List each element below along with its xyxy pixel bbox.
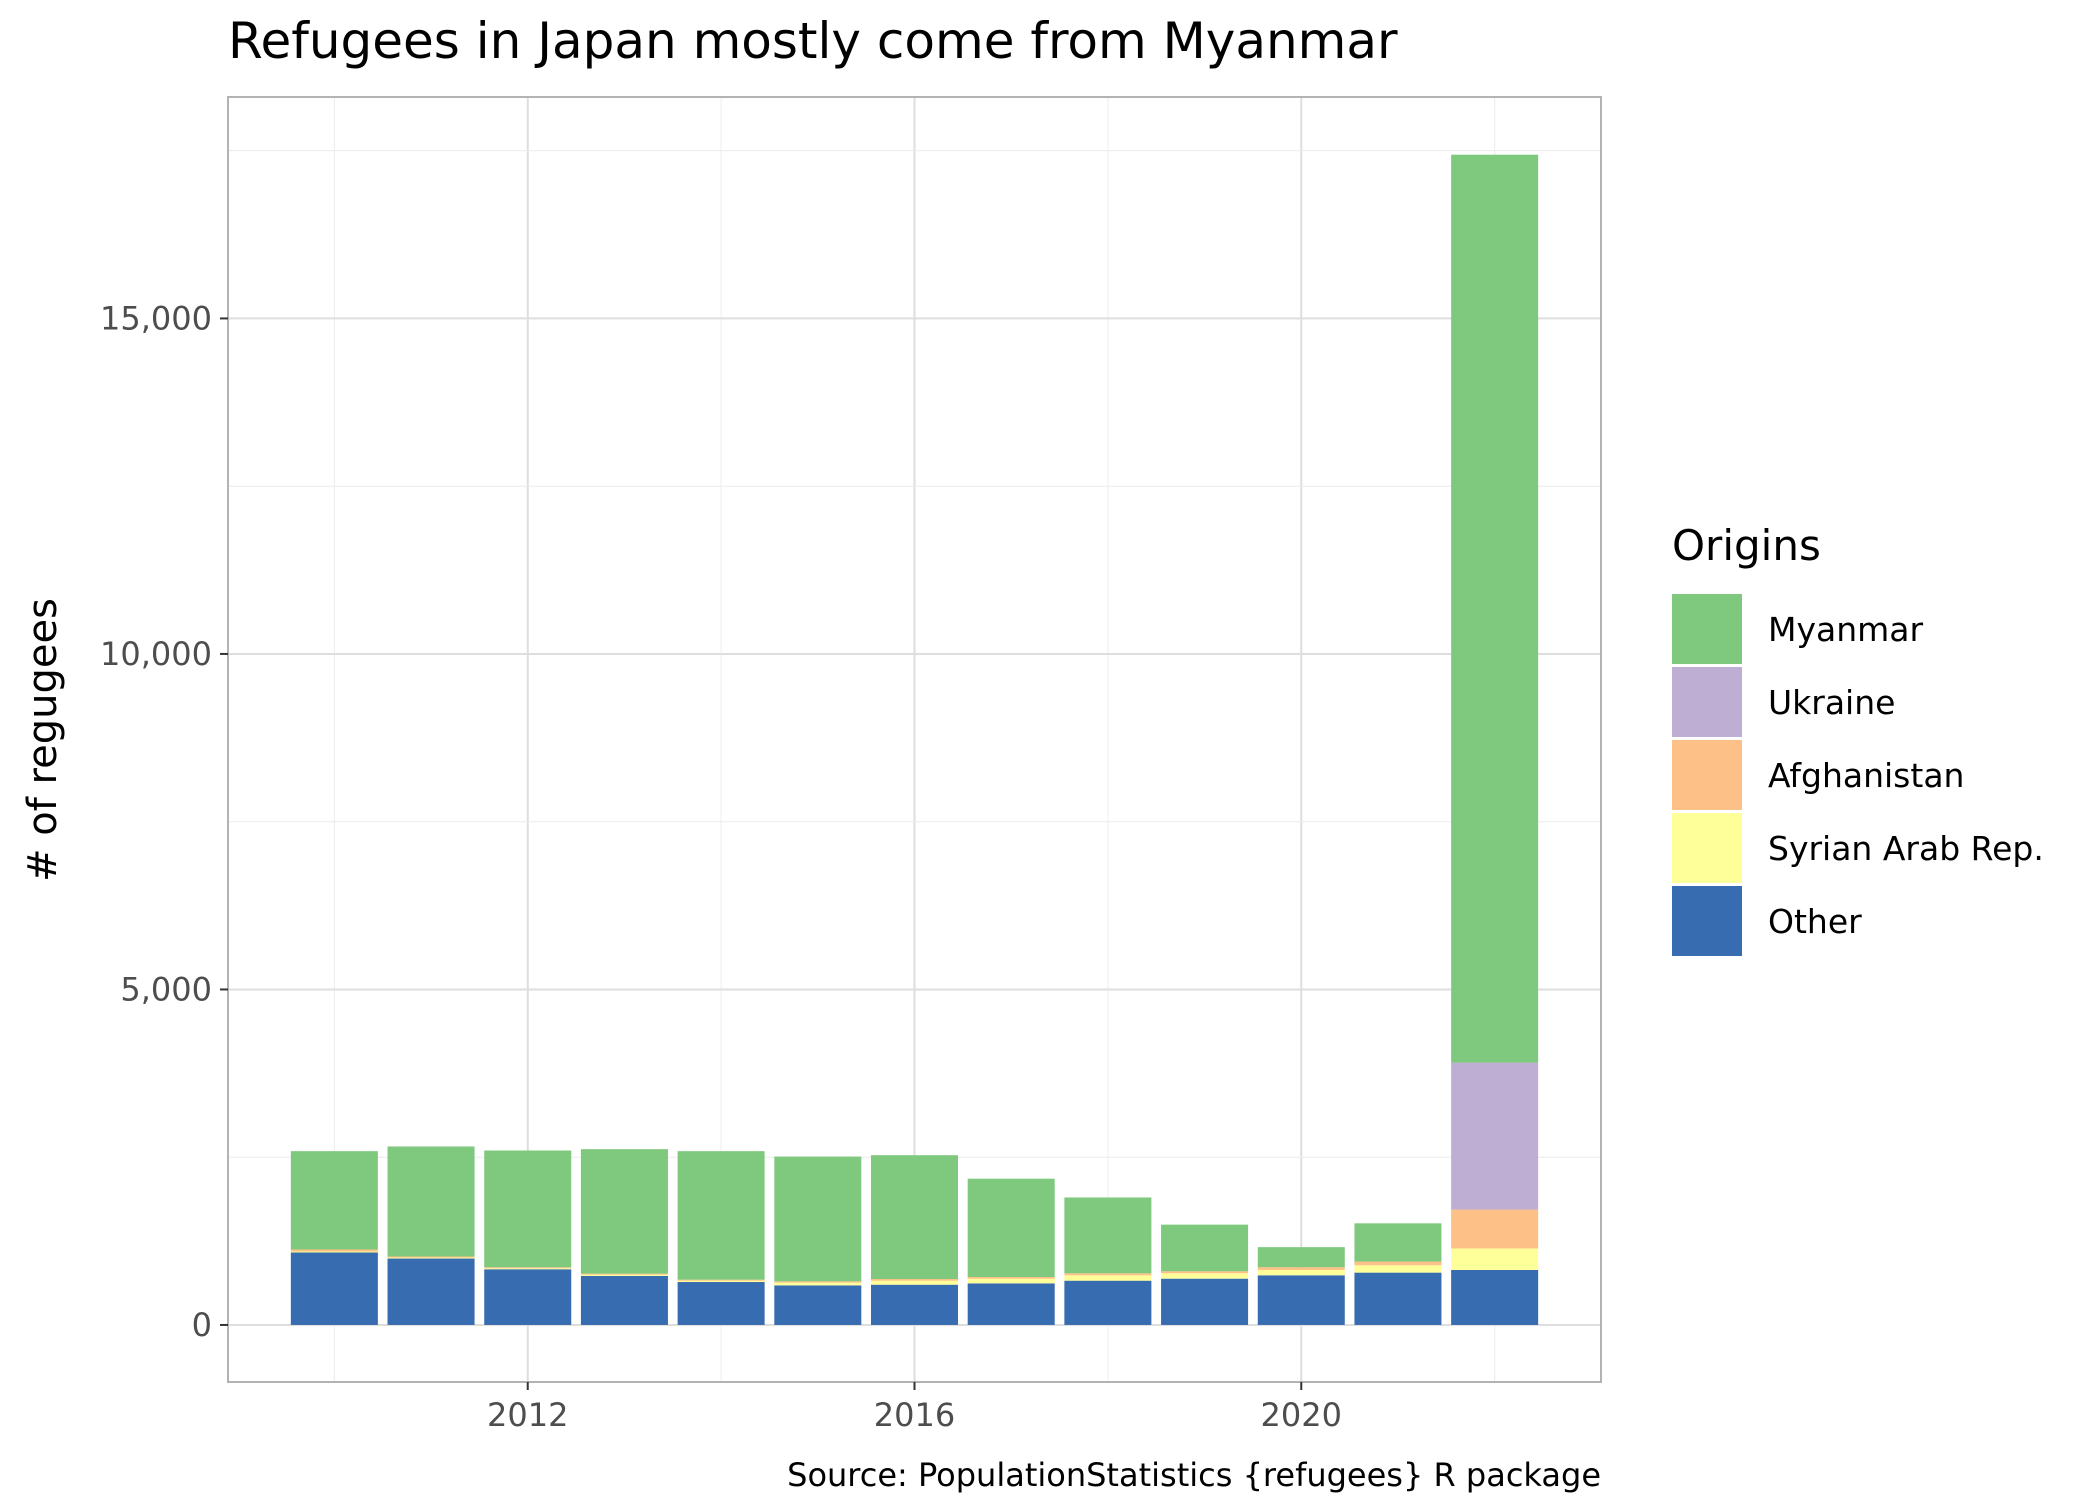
x-tick-label: 2020: [1261, 1396, 1342, 1434]
bar-other-2012: [484, 1269, 572, 1325]
bar-myanmar-2017: [967, 1178, 1055, 1277]
legend-label: Syrian Arab Rep.: [1768, 829, 2044, 868]
bar-other-2020: [1257, 1275, 1345, 1325]
chart-caption: Source: PopulationStatistics {refugees} …: [787, 1456, 1601, 1494]
bar-other-2018: [1064, 1280, 1152, 1325]
bar-afghanistan-2010: [290, 1249, 378, 1252]
y-tick-label: 0: [192, 1306, 212, 1344]
bar-afghanistan-2016: [870, 1278, 959, 1281]
bar-syrian-arab-rep-2014: [677, 1280, 765, 1283]
bar-afghanistan-2020: [1257, 1267, 1345, 1270]
bar-myanmar-2011: [387, 1146, 475, 1257]
bar-other-2019: [1161, 1278, 1249, 1325]
legend-key: [1672, 813, 1742, 883]
bar-other-2011: [387, 1258, 475, 1325]
bar-other-2010: [290, 1252, 378, 1325]
y-tick-label: 5,000: [120, 970, 212, 1008]
y-tick-label: 10,000: [100, 635, 212, 673]
y-axis-title: # of regugees: [20, 598, 66, 882]
bar-syrian-arab-rep-2010: [290, 1251, 378, 1253]
bar-afghanistan-2012: [484, 1267, 572, 1269]
legend-key: [1672, 886, 1742, 956]
bar-syrian-arab-rep-2020: [1257, 1269, 1345, 1276]
legend-label: Other: [1768, 902, 1862, 941]
bar-other-2014: [677, 1282, 765, 1325]
bar-syrian-arab-rep-2013: [580, 1274, 668, 1276]
bar-syrian-arab-rep-2011: [387, 1257, 475, 1259]
bar-myanmar-2014: [677, 1151, 765, 1280]
chart-title: Refugees in Japan mostly come from Myanm…: [228, 12, 1398, 70]
legend-key: [1672, 740, 1742, 810]
bar-afghanistan-2013: [580, 1273, 668, 1275]
bar-myanmar-2020: [1257, 1247, 1345, 1268]
bar-syrian-arab-rep-2021: [1354, 1265, 1442, 1273]
x-tick-label: 2012: [487, 1396, 568, 1434]
bar-syrian-arab-rep-2019: [1161, 1273, 1249, 1279]
bar-afghanistan-2017: [967, 1276, 1055, 1279]
legend-title: Origins: [1672, 521, 1821, 570]
bar-afghanistan-2019: [1161, 1271, 1249, 1274]
legend-label: Ukraine: [1768, 683, 1895, 722]
bar-syrian-arab-rep-2015: [774, 1282, 862, 1286]
bar-afghanistan-2022: [1451, 1209, 1539, 1249]
bar-afghanistan-2021: [1354, 1261, 1442, 1266]
legend-key: [1672, 667, 1742, 737]
x-axis-ticks: 2012 2016 2020: [487, 1382, 1342, 1434]
legend-label: Myanmar: [1768, 610, 1924, 649]
bar-afghanistan-2011: [387, 1256, 475, 1258]
bar-other-2022: [1451, 1269, 1539, 1325]
legend-label: Afghanistan: [1768, 756, 1964, 795]
bar-myanmar-2018: [1064, 1197, 1152, 1274]
bar-myanmar-2012: [484, 1150, 572, 1268]
bar-other-2015: [774, 1285, 862, 1325]
bar-syrian-arab-rep-2022: [1451, 1248, 1539, 1270]
bar-other-2017: [967, 1283, 1055, 1325]
bars: [290, 154, 1539, 1325]
bar-syrian-arab-rep-2018: [1064, 1275, 1152, 1281]
bar-myanmar-2013: [580, 1149, 668, 1274]
y-tick-label: 15,000: [100, 299, 212, 337]
bar-myanmar-2015: [774, 1156, 862, 1282]
bar-myanmar-2021: [1354, 1223, 1442, 1262]
bar-syrian-arab-rep-2012: [484, 1268, 572, 1270]
bar-other-2016: [870, 1284, 959, 1325]
bar-afghanistan-2018: [1064, 1273, 1152, 1276]
x-tick-label: 2016: [874, 1396, 955, 1434]
bar-ukraine-2022: [1451, 1062, 1539, 1210]
y-axis-ticks: 0 5,000 10,000 15,000: [100, 299, 228, 1344]
bar-myanmar-2010: [290, 1151, 378, 1250]
legend-key: [1672, 594, 1742, 664]
legend: Origins Myanmar Ukraine Afghanistan Syrian …: [1672, 521, 2044, 956]
bar-other-2013: [580, 1275, 668, 1325]
bar-myanmar-2016: [870, 1155, 959, 1279]
bar-myanmar-2022: [1451, 154, 1539, 1063]
bar-afghanistan-2014: [677, 1279, 765, 1281]
bar-syrian-arab-rep-2017: [967, 1278, 1055, 1284]
bar-myanmar-2019: [1161, 1224, 1249, 1272]
bar-syrian-arab-rep-2016: [870, 1280, 959, 1285]
bar-other-2021: [1354, 1272, 1442, 1325]
bar-afghanistan-2015: [774, 1281, 862, 1283]
